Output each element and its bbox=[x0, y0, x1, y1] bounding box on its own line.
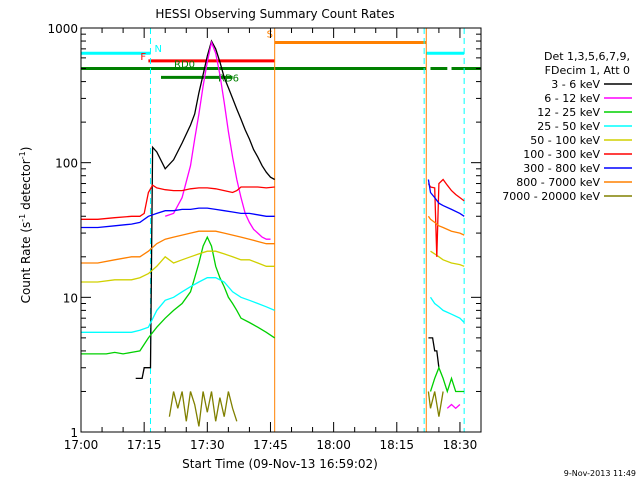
x-tick-label-17:00: 17:00 bbox=[64, 438, 99, 452]
series-group bbox=[81, 39, 465, 427]
series-line-7-0 bbox=[81, 230, 275, 264]
series-line-8-0 bbox=[168, 391, 238, 427]
plot-frame bbox=[80, 27, 482, 433]
series-line-1-1 bbox=[446, 403, 461, 410]
x-tick-label-17:45: 17:45 bbox=[253, 438, 288, 452]
series-line-3-1 bbox=[429, 296, 465, 323]
flag-label-F: F bbox=[140, 52, 146, 63]
legend-label-3: 25 - 50 keV bbox=[537, 120, 600, 133]
legend-label-6: 300 - 800 keV bbox=[523, 162, 600, 175]
flag-label-N: N bbox=[154, 44, 161, 55]
legend-label-1: 6 - 12 keV bbox=[544, 92, 600, 105]
y-tick-label-1000: 1000 bbox=[47, 22, 78, 36]
y-axis-label-main: Count Rate (s bbox=[19, 222, 33, 304]
series-line-8-1 bbox=[427, 391, 444, 417]
series-line-0-0 bbox=[135, 39, 276, 380]
series-line-5-1 bbox=[427, 178, 465, 257]
y-axis-ticks: 1 10 100 1000 bbox=[47, 22, 481, 440]
chart-title: HESSI Observing Summary Count Rates bbox=[155, 7, 394, 21]
flag-bars: N S F RD0 RD6 bbox=[81, 30, 481, 84]
x-tick-label-17:15: 17:15 bbox=[127, 438, 162, 452]
legend: Det 1,3,5,6,7,9, FDecim 1, Att 0 3 - 6 k… bbox=[502, 50, 632, 203]
y-tick-label-100: 100 bbox=[55, 157, 78, 171]
x-tick-label-17:30: 17:30 bbox=[190, 438, 225, 452]
y-tick-label-10: 10 bbox=[63, 291, 78, 305]
legend-header-2: FDecim 1, Att 0 bbox=[545, 64, 630, 77]
series-line-4-0 bbox=[81, 250, 275, 283]
series-line-4-1 bbox=[430, 250, 465, 267]
y-tick-label-1: 1 bbox=[70, 426, 78, 440]
legend-header-1: Det 1,3,5,6,7,9, bbox=[544, 50, 630, 63]
y-axis-label-end: ) bbox=[19, 147, 33, 152]
x-tick-label-18:30: 18:30 bbox=[443, 438, 478, 452]
series-line-3-0 bbox=[81, 277, 275, 333]
legend-label-0: 3 - 6 keV bbox=[551, 78, 600, 91]
vertical-markers bbox=[149, 28, 465, 432]
series-line-2-0 bbox=[81, 235, 276, 355]
series-line-7-1 bbox=[427, 215, 465, 236]
y-axis-label-sup2: -1 bbox=[18, 151, 27, 159]
flag-label-RD6: RD6 bbox=[218, 73, 239, 84]
legend-label-2: 12 - 25 keV bbox=[537, 106, 600, 119]
series-line-6-1 bbox=[427, 179, 465, 217]
y-axis-label-mid: detector bbox=[19, 159, 33, 214]
flag-label-RD0: RD0 bbox=[174, 60, 195, 71]
legend-label-8: 7000 - 20000 keV bbox=[502, 190, 600, 203]
timestamp: 9-Nov-2013 11:49 bbox=[564, 469, 636, 478]
legend-label-7: 800 - 7000 keV bbox=[516, 176, 600, 189]
legend-label-5: 100 - 300 keV bbox=[523, 148, 600, 161]
x-axis-label: Start Time (09-Nov-13 16:59:02) bbox=[182, 457, 378, 471]
series-line-6-0 bbox=[81, 207, 275, 229]
flag-label-S: S bbox=[267, 30, 273, 41]
series-line-5-0 bbox=[81, 184, 275, 220]
y-axis-label-sup1: -1 bbox=[18, 214, 27, 222]
x-axis-ticks: 17:00 17:15 17:30 17:45 18:00 18:15 18:30 bbox=[64, 28, 478, 452]
series-line-2-1 bbox=[429, 365, 465, 394]
series-line-1-0 bbox=[164, 40, 271, 240]
series-line-0-1 bbox=[428, 337, 440, 368]
x-tick-label-18:15: 18:15 bbox=[379, 438, 414, 452]
x-tick-label-18:00: 18:00 bbox=[316, 438, 351, 452]
legend-label-4: 50 - 100 keV bbox=[530, 134, 600, 147]
y-axis-label: Count Rate (s-1 detector-1) bbox=[18, 147, 33, 304]
